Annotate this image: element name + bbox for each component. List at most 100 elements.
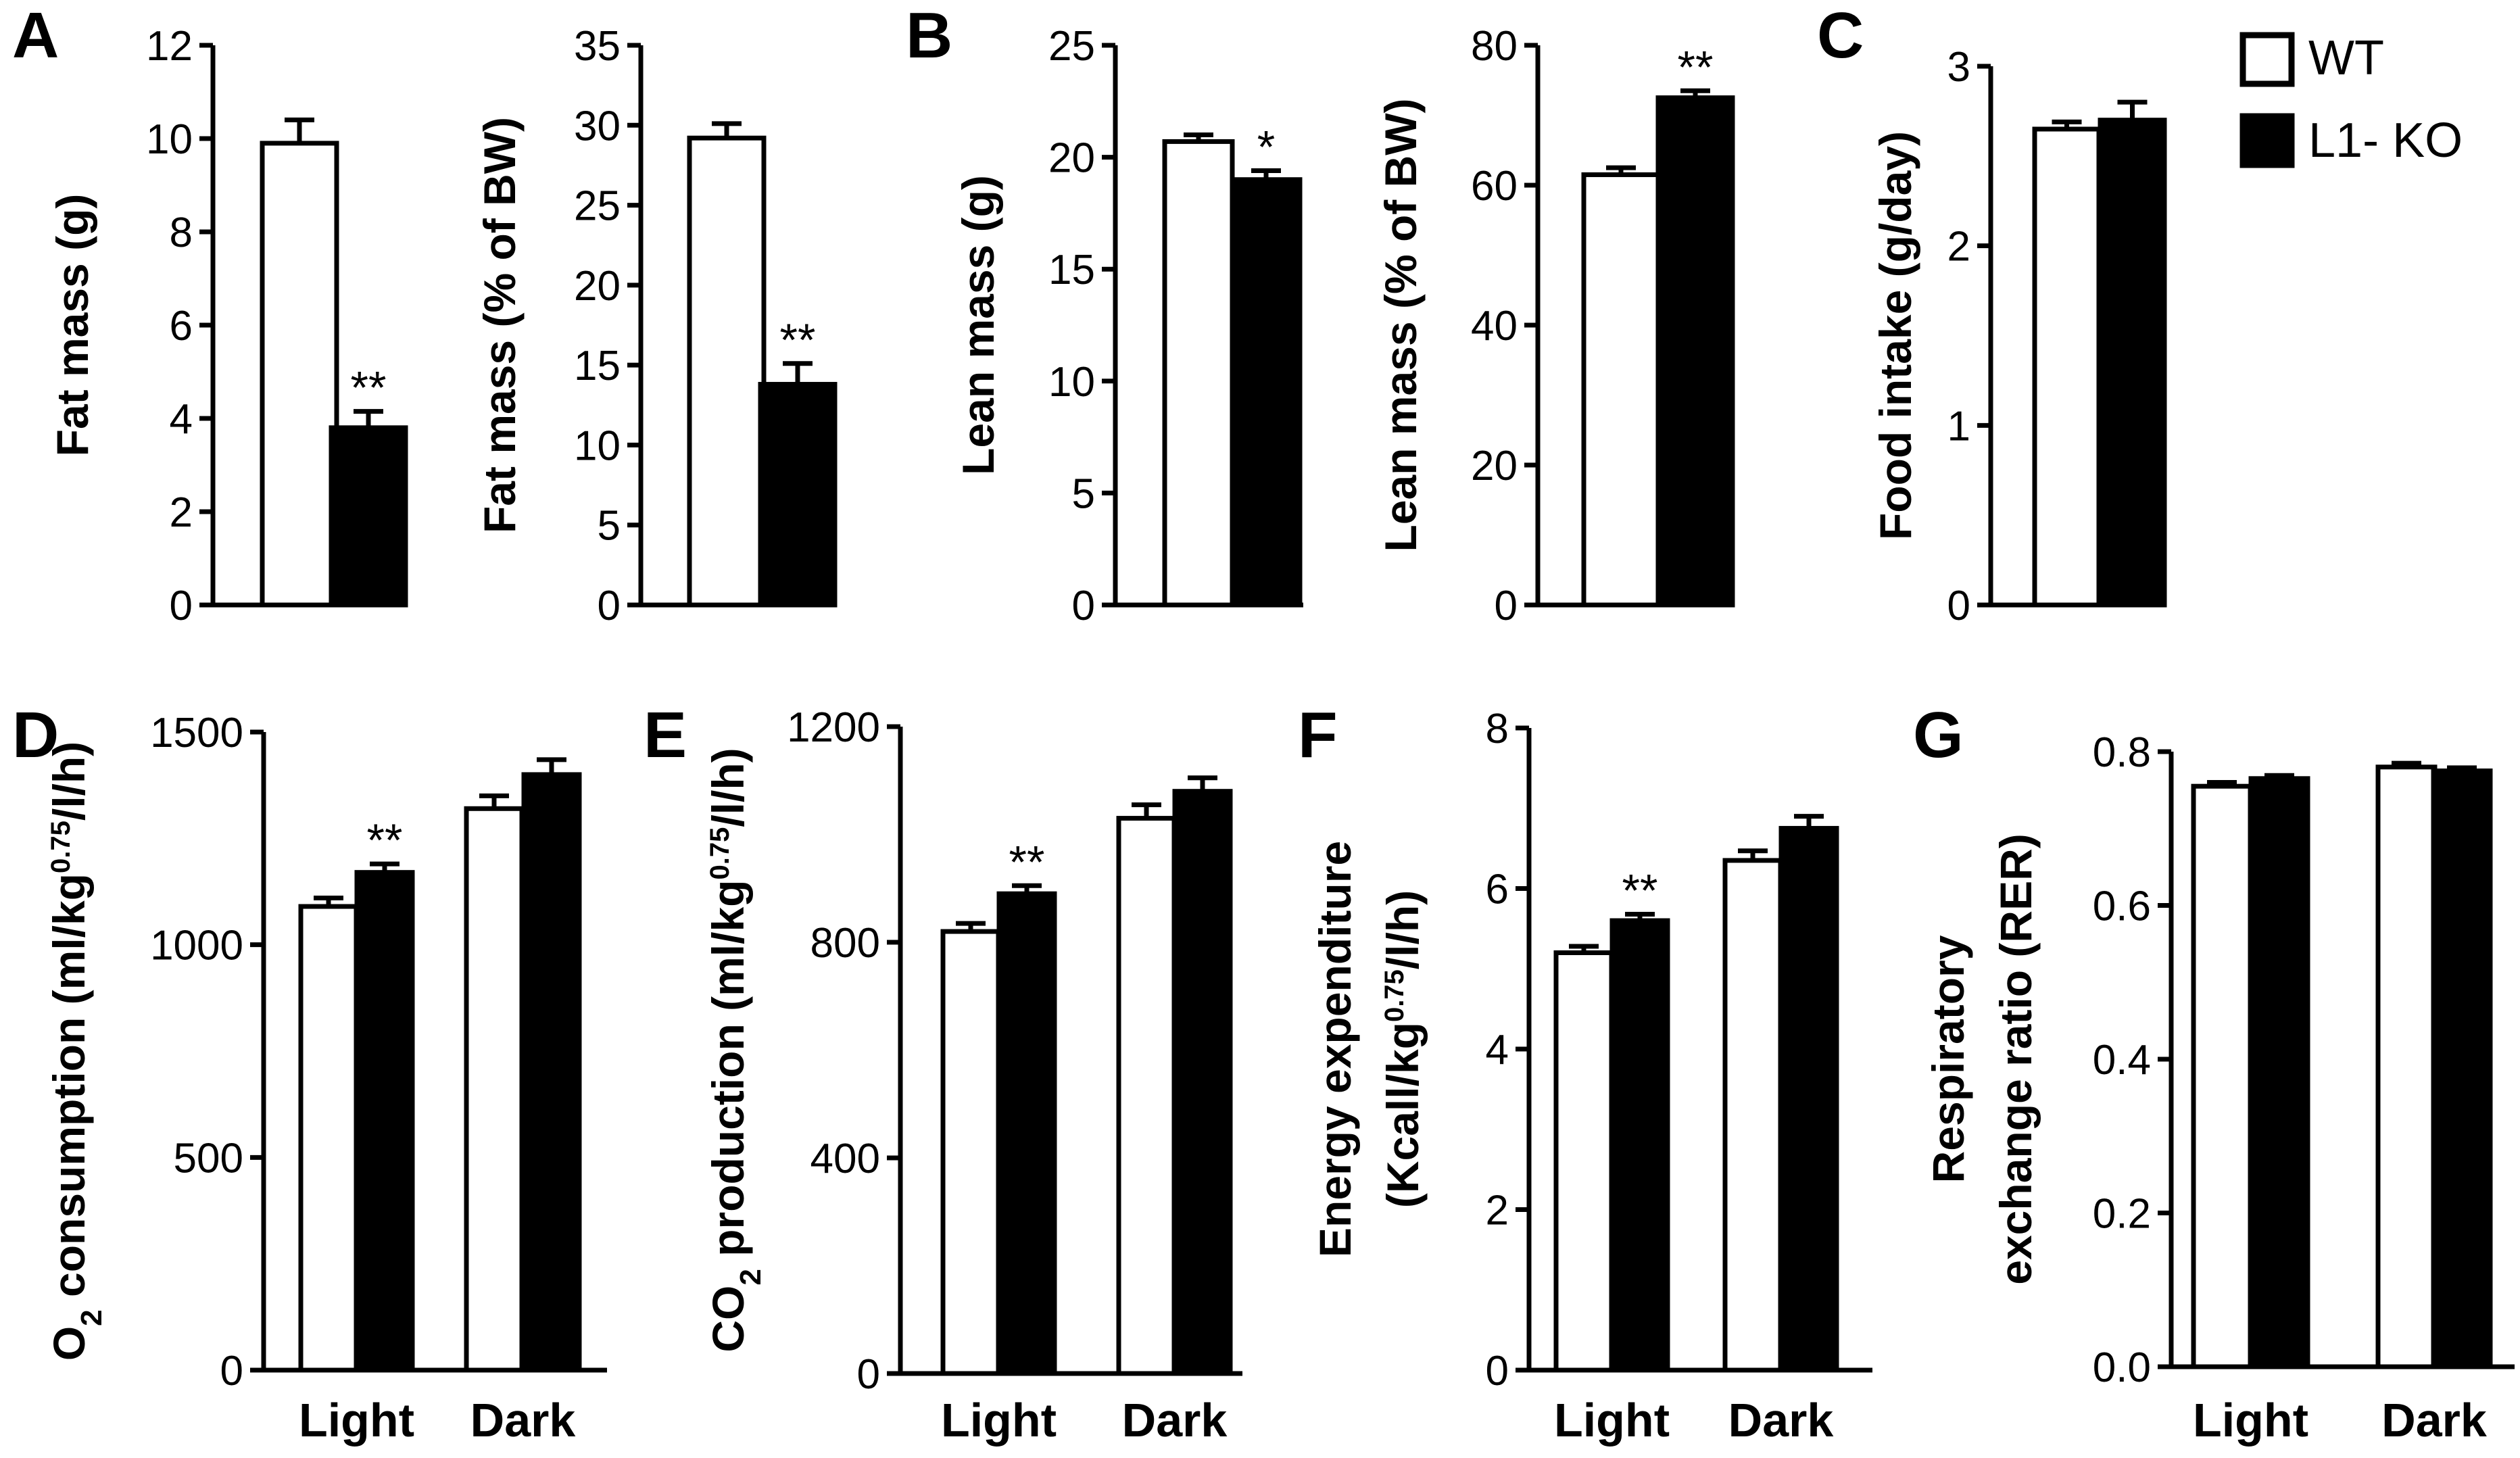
y-tick-label: 0	[1486, 1348, 1509, 1394]
bar-wt	[2375, 764, 2438, 1369]
axis-label-part: Respiratory	[1923, 935, 1973, 1183]
legend-swatch-wt	[2239, 32, 2295, 87]
y-tick-label: 0	[598, 583, 621, 629]
y-tick-label: 6	[1486, 867, 1509, 913]
y-tick-label: 20	[1048, 135, 1095, 182]
y-tick-label: 2	[170, 489, 193, 536]
y-tick-label: 15	[1048, 247, 1095, 293]
y-axis-title: Respiratory	[1923, 935, 1973, 1183]
y-tick-label: 10	[146, 116, 193, 163]
significance-marker: **	[367, 815, 403, 866]
chart-panel-5: C 0 1 2 3 Food intake (g/day)	[1817, 0, 2167, 629]
y-tick-label: 0	[170, 583, 193, 629]
axis-label-part: 2	[734, 1269, 767, 1285]
legend-swatch-ko	[2239, 113, 2295, 168]
bar-ko	[2248, 776, 2310, 1369]
y-tick-label: 10	[1048, 359, 1095, 406]
significance-marker: **	[1622, 865, 1658, 917]
axis-label-part: 0.75	[1380, 969, 1409, 1022]
y-axis-title: (Kcall/kg0.75/l/h)	[1378, 890, 1428, 1208]
y-axis-title: CO2 production (ml/kg0.75/l/h)	[703, 748, 767, 1352]
y-tick-label: 4	[170, 396, 193, 443]
bar-wt	[464, 806, 525, 1373]
y-tick-label: 800	[810, 920, 880, 967]
y-tick-label: 15	[574, 343, 621, 389]
y-tick-label: 10	[574, 422, 621, 469]
y-axis-title: Fat mass (g)	[47, 194, 97, 457]
axis-label-part: Energy expenditure	[1310, 841, 1360, 1257]
axis-label-part: CO	[703, 1286, 753, 1353]
axis-label-part: /l/h)	[1378, 890, 1428, 969]
x-category-label: Dark	[1122, 1394, 1228, 1447]
bar-ko	[521, 772, 582, 1373]
bar-ko	[758, 382, 838, 608]
y-tick-label: 0	[857, 1351, 880, 1398]
axis-label-part: /l/h)	[703, 748, 753, 827]
bar-wt	[2032, 126, 2102, 608]
y-axis-title: Fat mass (% of BW)	[475, 117, 525, 533]
y-tick-label: 5	[598, 503, 621, 550]
y-tick-label: 20	[574, 263, 621, 310]
y-tick-label: 6	[170, 303, 193, 349]
chart-panel-9: G 0.0 0.2 0.4 0.6 0.8 Respiratory exchange rati…	[1913, 699, 2515, 1447]
axis-label-part: /l/h)	[44, 742, 94, 821]
panel-letter: B	[906, 0, 952, 72]
panel-letter: F	[1298, 699, 1338, 771]
panel-letter: A	[12, 0, 59, 72]
bar-wt	[1116, 816, 1177, 1376]
y-tick-label: 3	[1947, 44, 1970, 91]
panel-letter: C	[1817, 0, 1864, 72]
y-axis-title: O2 consumption (ml/kg0.75/l/h)	[44, 742, 108, 1361]
axis-label-part: (Kcall/kg	[1378, 1022, 1428, 1208]
panel-letter: D	[12, 699, 59, 771]
x-category-label: Light	[1554, 1394, 1670, 1447]
legend-label-wt: WT	[2308, 31, 2384, 85]
x-category-label: Light	[2193, 1394, 2308, 1447]
bar-ko	[1230, 177, 1303, 608]
chart-panel-6: D 0 500 1000 1500 O2 consumption (ml/kg0.75/l…	[12, 699, 607, 1447]
panel-letter: E	[644, 699, 687, 771]
y-tick-label: 0.0	[2093, 1344, 2151, 1391]
y-tick-label: 1	[1947, 403, 1970, 449]
x-category-label: Dark	[2381, 1394, 2487, 1447]
bar-wt	[1581, 172, 1661, 608]
y-tick-label: 20	[1471, 443, 1518, 489]
y-axis-title: Lean mass (g)	[953, 175, 1003, 475]
x-category-label: Dark	[1728, 1394, 1834, 1447]
y-tick-label: 60	[1471, 163, 1518, 210]
significance-marker: *	[1257, 121, 1275, 172]
bar-ko	[1609, 918, 1670, 1373]
y-tick-label: 0.8	[2093, 729, 2151, 776]
y-tick-label: 1200	[787, 704, 880, 751]
y-axis-title: Food intake (g/day)	[1870, 131, 1920, 540]
significance-marker: **	[1009, 836, 1045, 888]
y-tick-label: 500	[174, 1135, 243, 1182]
axis-label-part: production (ml/kg	[703, 880, 753, 1269]
y-tick-label: 0	[220, 1348, 243, 1394]
y-tick-label: 8	[170, 210, 193, 256]
y-tick-label: 8	[1486, 706, 1509, 752]
chart-panel-2: 0 5 10 15 20 25 30 35 Fat mass (% of BW) **	[475, 23, 838, 629]
panel-letter: G	[1913, 699, 1964, 771]
chart-panel-7: E 0 400 800 1200 CO2 production (ml/kg0.75/l/…	[644, 699, 1242, 1447]
y-tick-label: 0	[1947, 583, 1970, 629]
bar-wt	[1162, 139, 1235, 608]
y-tick-label: 2	[1486, 1188, 1509, 1234]
bar-ko	[1778, 825, 1839, 1373]
significance-marker: **	[780, 314, 816, 366]
bar-wt	[260, 141, 339, 608]
bar-wt	[1553, 950, 1614, 1373]
bar-ko	[2431, 768, 2493, 1369]
bar-ko	[1172, 789, 1233, 1376]
x-category-label: Light	[299, 1394, 414, 1447]
bar-wt	[1722, 858, 1783, 1373]
legend: WT L1- KO	[2239, 31, 2463, 168]
axis-label-part: exchange ratio (RER)	[1991, 833, 2041, 1284]
y-tick-label: 1500	[150, 710, 243, 756]
x-category-label: Light	[941, 1394, 1057, 1447]
axis-label-part: 2	[75, 1309, 108, 1326]
y-tick-label: 0.4	[2093, 1037, 2151, 1084]
y-tick-label: 400	[810, 1136, 880, 1182]
y-tick-label: 25	[1048, 23, 1095, 70]
